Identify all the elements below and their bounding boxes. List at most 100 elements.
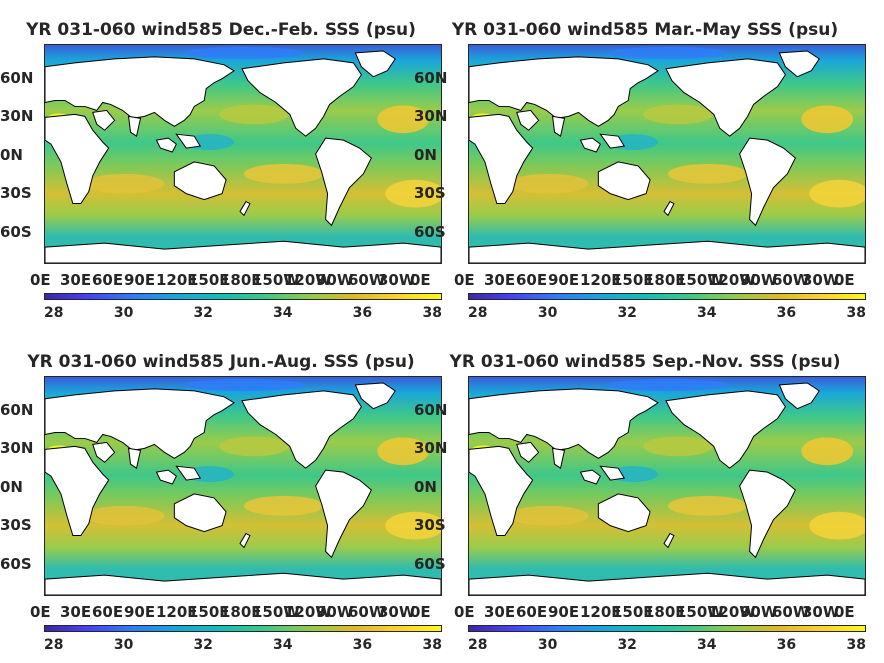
land-mass bbox=[469, 56, 659, 127]
colorbar-tick: 36 bbox=[776, 305, 797, 321]
land-mass bbox=[778, 50, 820, 78]
lon-label: 120W bbox=[708, 603, 756, 621]
salinity-patch bbox=[643, 104, 713, 125]
sss-map bbox=[468, 44, 866, 264]
land-mass bbox=[45, 240, 441, 263]
land-mass bbox=[92, 441, 116, 463]
colorbar-tick: 34 bbox=[273, 637, 293, 653]
land-mass bbox=[45, 572, 441, 595]
colorbar-tick: 28 bbox=[468, 637, 488, 653]
colorbar-tick: 34 bbox=[697, 305, 717, 321]
land-mass bbox=[663, 532, 675, 549]
lat-label: 60N bbox=[0, 401, 34, 419]
land-mass bbox=[173, 161, 227, 201]
lon-label: 0E bbox=[410, 603, 431, 621]
lat-label: 30S bbox=[0, 184, 32, 202]
land-mass bbox=[128, 447, 142, 469]
land-mass bbox=[663, 200, 675, 217]
land-mass bbox=[128, 115, 142, 137]
lat-label: 30S bbox=[0, 516, 32, 534]
lon-label: 120W bbox=[708, 271, 756, 289]
land-mass bbox=[552, 115, 566, 137]
salinity-patch bbox=[608, 46, 728, 59]
lon-label: 120E bbox=[156, 603, 198, 621]
map-panel: YR 031-060 wind585 Jun.-Aug. SSS (psu) 60… bbox=[0, 332, 442, 663]
lon-label: 90E bbox=[548, 271, 580, 289]
land-mass bbox=[469, 388, 659, 459]
land-mass bbox=[45, 56, 235, 127]
lon-label: 150E bbox=[188, 603, 230, 621]
lon-label: 0E bbox=[834, 271, 855, 289]
land-mass bbox=[665, 58, 786, 137]
salinity-patch bbox=[219, 436, 289, 457]
colorbar-tick: 30 bbox=[537, 637, 558, 653]
land-mass bbox=[354, 50, 396, 78]
land-mass bbox=[175, 465, 202, 481]
salinity-patch bbox=[801, 105, 854, 134]
lon-label: 150W bbox=[676, 271, 724, 289]
land-mass bbox=[239, 200, 251, 217]
salinity-patch bbox=[809, 179, 865, 208]
land-mass bbox=[597, 161, 651, 201]
land-mass bbox=[155, 137, 177, 153]
colorbar-tick: 32 bbox=[617, 637, 637, 653]
colorbar-tick: 28 bbox=[468, 305, 488, 321]
lon-label: 90W bbox=[740, 271, 778, 289]
land-mass bbox=[469, 240, 865, 263]
panel-title: YR 031-060 wind585 Dec.-Feb. SSS (psu) bbox=[26, 20, 416, 40]
land-mass bbox=[45, 445, 110, 537]
land-mass bbox=[665, 390, 786, 469]
salinity-patch bbox=[84, 173, 165, 194]
land-mass bbox=[241, 58, 362, 137]
salinity-patch bbox=[608, 378, 728, 391]
colorbar-tick: 30 bbox=[537, 305, 558, 321]
lon-label: 60E bbox=[92, 603, 124, 621]
sss-map bbox=[44, 376, 442, 596]
lat-label: 0N bbox=[414, 478, 437, 496]
lat-label: 60S bbox=[414, 223, 446, 241]
lon-label: 0E bbox=[454, 271, 475, 289]
lon-label: 180E bbox=[644, 603, 686, 621]
lat-label: 30N bbox=[414, 107, 448, 125]
colorbar-ticks: 28 30 32 34 36 38 bbox=[468, 637, 866, 657]
lon-label: 30W bbox=[378, 603, 416, 621]
salinity-patch bbox=[243, 163, 324, 184]
land-mass bbox=[354, 382, 396, 410]
colorbar bbox=[44, 293, 442, 300]
colorbar-tick: 38 bbox=[422, 305, 442, 321]
salinity-patch bbox=[184, 46, 304, 59]
lon-label: 0E bbox=[454, 603, 475, 621]
salinity-patch bbox=[643, 436, 713, 457]
lon-label: 90E bbox=[124, 271, 156, 289]
lon-label: 0E bbox=[30, 603, 51, 621]
colorbar-tick: 30 bbox=[113, 305, 134, 321]
colorbar bbox=[468, 625, 866, 632]
lat-label: 30S bbox=[414, 184, 446, 202]
colorbar-tick: 36 bbox=[352, 637, 373, 653]
land-mass bbox=[579, 469, 601, 485]
lon-label: 60E bbox=[516, 603, 548, 621]
colorbar-tick: 34 bbox=[697, 637, 717, 653]
lon-label: 60W bbox=[348, 603, 386, 621]
lon-label: 30W bbox=[802, 271, 840, 289]
map-panel: YR 031-060 wind585 Sep.-Nov. SSS (psu) 60… bbox=[414, 332, 866, 663]
land-mass bbox=[241, 390, 362, 469]
colorbar-tick: 32 bbox=[193, 637, 213, 653]
colorbar-tick: 32 bbox=[193, 305, 213, 321]
lat-label: 30N bbox=[414, 439, 448, 457]
lon-label: 150E bbox=[612, 271, 654, 289]
colorbar-tick: 38 bbox=[422, 637, 442, 653]
salinity-patch bbox=[809, 511, 865, 540]
lon-axis: 0E 30E 60E 90E 120E 150E 180E 150W 120W 90W 60W 30W… bbox=[30, 603, 450, 623]
map-canvas bbox=[45, 377, 441, 595]
lon-label: 0E bbox=[30, 271, 51, 289]
lon-label: 60W bbox=[772, 271, 810, 289]
lon-label: 180E bbox=[644, 271, 686, 289]
lon-label: 120W bbox=[284, 603, 332, 621]
lon-label: 120E bbox=[580, 603, 622, 621]
land-mass bbox=[516, 441, 540, 463]
sss-map bbox=[44, 44, 442, 264]
salinity-patch bbox=[508, 505, 589, 526]
land-mass bbox=[92, 109, 116, 131]
lon-label: 60W bbox=[348, 271, 386, 289]
